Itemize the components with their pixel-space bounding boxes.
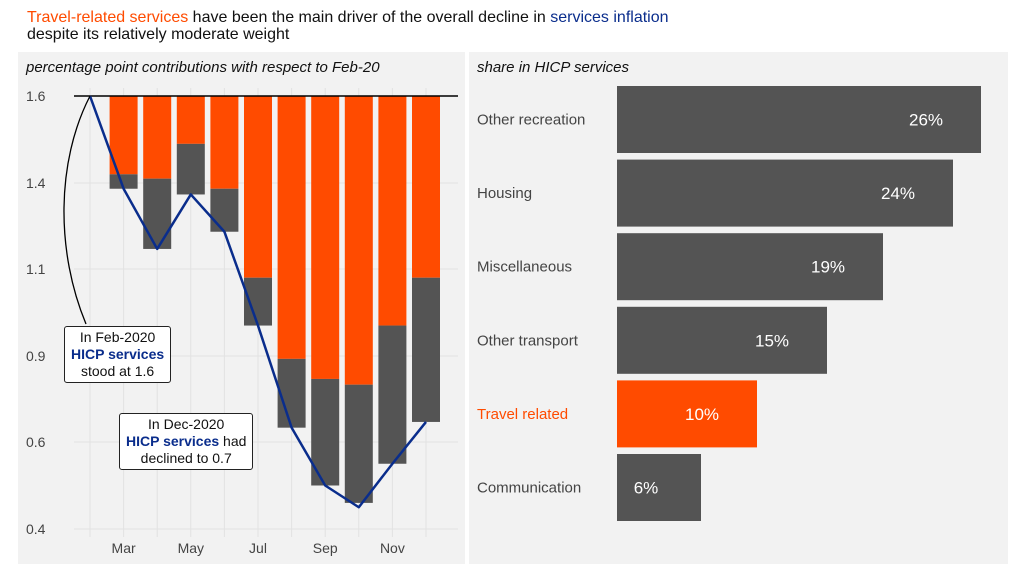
ann1-line3: stood at 1.6 [80,363,155,379]
title-services-highlight: services inflation [550,9,669,26]
contributions-panel: percentage point contributions with resp… [18,52,465,564]
category-label: Other transport [477,332,579,349]
y-tick-label: 1.4 [26,175,46,191]
value-label: 19% [811,258,845,277]
category-label: Miscellaneous [477,259,572,276]
y-tick-label: 1.1 [26,261,46,277]
travel-contribution-bar [311,96,340,379]
y-tick-label: 0.6 [26,434,46,450]
travel-contribution-bar [244,96,272,278]
other-contribution-bar [143,178,172,249]
value-label: 10% [685,405,719,424]
value-label: 24% [881,184,915,203]
weights-chart: Other recreation 26% Housing 24% Miscellaneo… [477,86,981,521]
y-tick-label: 0.4 [26,521,46,537]
other-contribution-bar [378,325,407,464]
ann2-line1: In Dec-2020 [148,416,225,432]
contributions-chart: 1.6 1.4 1.1 0.9 0.6 0.4 Mar May Jul Sep Nov [26,88,458,556]
annotation-dec-2020: In Dec-2020 HICP services had declined t… [119,413,254,470]
title-line2: despite its relatively moderate weight [27,26,290,43]
y-tick-label: 0.9 [26,348,46,364]
chart-title: Travel-related services have been the ma… [27,9,669,43]
travel-contribution-bar [143,96,172,179]
x-tick-label: Mar [112,540,136,556]
share-bar [617,306,827,374]
other-contribution-bar [109,174,138,189]
x-tick-label: Jul [249,540,267,556]
share-bar [617,454,701,521]
value-label: 15% [755,331,789,350]
other-contribution-bar [210,188,239,232]
x-tick-label: Sep [313,540,338,556]
travel-contribution-bar [378,96,407,326]
right-subtitle: share in HICP services [477,59,629,76]
hicp-services-line [88,95,427,509]
y-tick-label: 1.6 [26,88,46,104]
other-contribution-bar [412,277,440,422]
other-contribution-bar [277,358,306,428]
annotation-feb-2020: In Feb-2020 HICP services stood at 1.6 [64,326,172,383]
value-label: 26% [909,111,943,130]
travel-contribution-bar [176,96,205,144]
other-contribution-bar [176,143,205,195]
share-bar [617,86,981,153]
category-label: Communication [477,480,581,497]
ann1-line1: In Feb-2020 [79,329,156,345]
x-tick-label: Nov [380,540,405,556]
category-label: Other recreation [477,112,585,129]
ann1-line2: HICP services [71,346,165,362]
travel-contribution-bar [277,96,306,359]
share-bar [617,159,953,227]
category-label: Travel related [477,406,568,423]
share-bar [617,233,883,301]
travel-contribution-bar [344,96,373,385]
value-label: 6% [634,479,659,498]
travel-contribution-bar [412,96,440,278]
left-subtitle: percentage point contributions with resp… [26,59,380,76]
share-bar [617,380,757,448]
travel-contribution-bar [210,96,239,189]
title-middle: have been the main driver of the overall… [188,9,551,26]
title-travel-highlight: Travel-related services [27,9,189,26]
ann2-line2: HICP services [126,433,220,449]
ann2-line3: declined to 0.7 [140,450,232,466]
ann2-line2b: had [219,433,247,449]
annotation-connector [63,95,91,325]
category-label: Housing [477,185,532,202]
x-tick-label: May [178,540,204,556]
other-contribution-bar [344,384,373,503]
weights-panel: share in HICP services Other recreation 2… [469,52,1008,564]
